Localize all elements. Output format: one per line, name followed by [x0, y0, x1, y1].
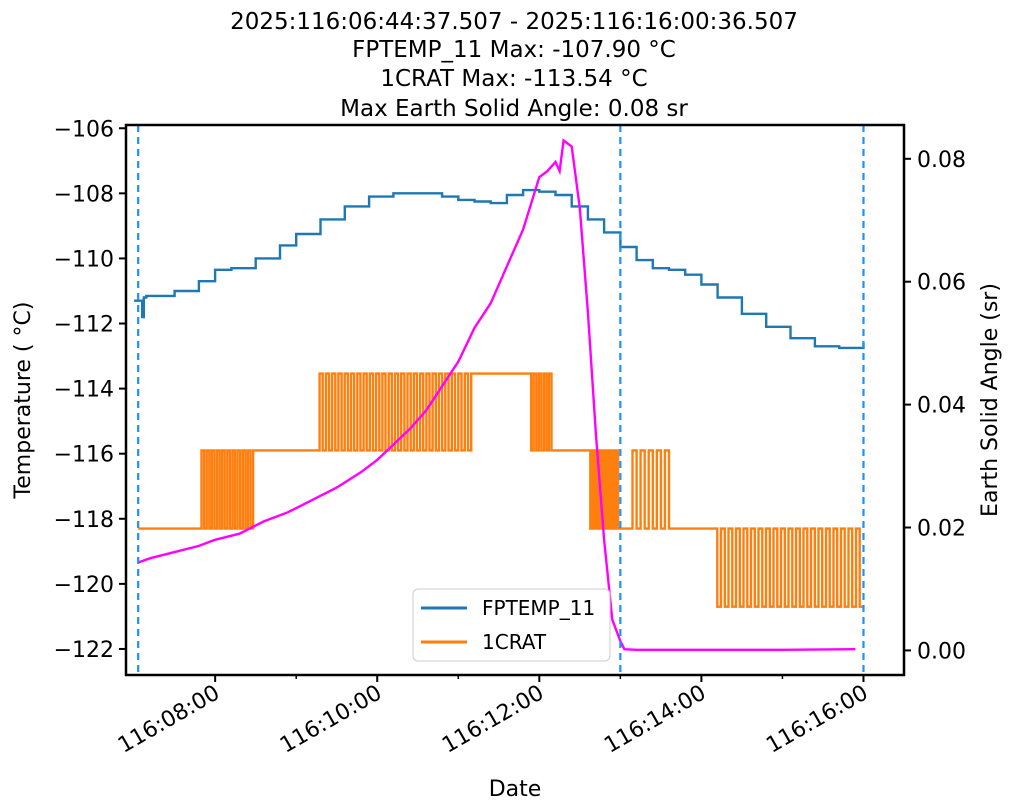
title-line-earth-solid-angle: Max Earth Solid Angle: 0.08 sr: [340, 96, 688, 122]
legend-label-fptemp: FPTEMP_11: [482, 596, 595, 620]
plot-area: [134, 138, 865, 651]
chart-title: 2025:116:06:44:37.507 - 2025:116:16:00:3…: [230, 9, 798, 122]
legend: FPTEMP_11 1CRAT: [412, 588, 611, 662]
series-line-1crat: [138, 372, 864, 608]
x-tick-label: 116:12:00: [438, 681, 548, 759]
y-tick-label: −110: [54, 247, 114, 272]
x-tick-label: 116:14:00: [600, 681, 710, 759]
series-line-fptemp-11: [134, 188, 865, 350]
legend-label-1crat: 1CRAT: [482, 630, 547, 654]
y2-tick-label: 0.06: [917, 271, 966, 296]
title-line-1crat-max: 1CRAT Max: -113.54 °C: [380, 66, 647, 92]
x-tick-label: 116:08:00: [114, 681, 224, 759]
y-axis-right: 0.00 0.02 0.04 0.06 0.08: [904, 148, 966, 664]
y-tick-label: −116: [54, 443, 114, 468]
y2-tick-label: 0.00: [917, 639, 966, 664]
vertical-markers: [137, 125, 865, 675]
y-axis-left: −106 −108 −110 −112 −114 −116 −118 −120 −122: [54, 117, 126, 663]
x-tick-label: 116:16:00: [762, 681, 872, 759]
y2-axis-label: Earth Solid Angle (sr): [978, 283, 1003, 517]
y-tick-label: −120: [54, 573, 114, 598]
series-line-earth-solid-angle: [137, 138, 856, 651]
y-axis-label: Temperature ( °C): [11, 302, 36, 500]
axes-frame: [124, 123, 906, 677]
x-axis-label: Date: [489, 777, 542, 802]
title-line-fptemp-max: FPTEMP_11 Max: -107.90 °C: [352, 37, 676, 63]
y2-tick-label: 0.02: [917, 517, 966, 542]
y-tick-label: −108: [54, 182, 114, 207]
x-axis: 116:08:00 116:10:00 116:12:00 116:14:00 116:…: [114, 675, 872, 759]
y-tick-label: −106: [54, 117, 114, 142]
title-line-time-range: 2025:116:06:44:37.507 - 2025:116:16:00:3…: [230, 9, 798, 35]
y2-tick-label: 0.04: [917, 394, 966, 419]
x-tick-label: 116:10:00: [276, 681, 386, 759]
y-tick-label: −118: [54, 508, 114, 533]
y-tick-label: −114: [54, 378, 114, 403]
y-tick-label: −122: [54, 638, 114, 663]
y-tick-label: −112: [54, 313, 114, 338]
y2-tick-label: 0.08: [917, 148, 966, 173]
